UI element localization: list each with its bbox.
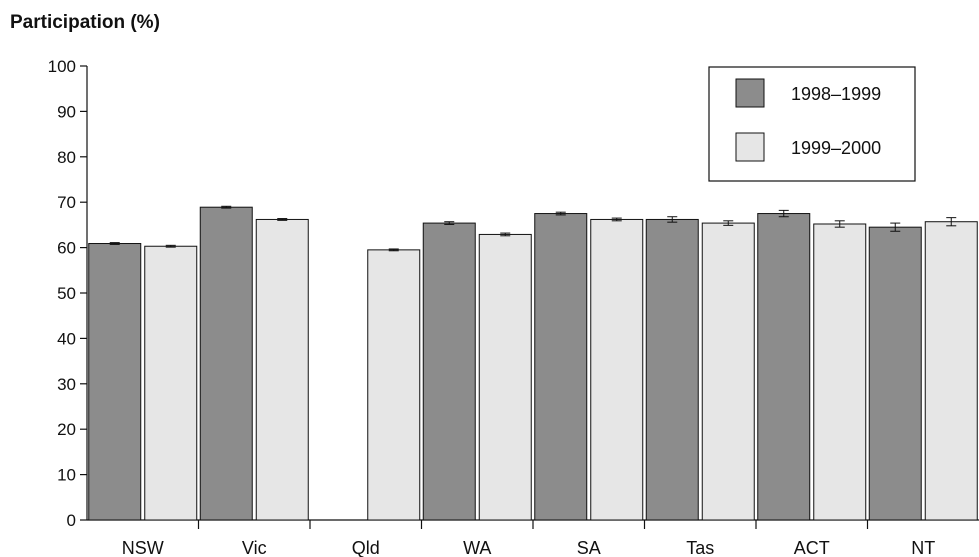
y-tick-label: 60 — [57, 239, 76, 258]
y-tick-label: 100 — [48, 57, 76, 76]
bar — [144, 245, 198, 521]
x-tick-label: Tas — [686, 538, 714, 557]
bar — [813, 223, 867, 521]
bar — [868, 226, 922, 521]
bar — [701, 222, 755, 521]
y-tick-label: 40 — [57, 329, 76, 348]
y-tick-label: 50 — [57, 284, 76, 303]
legend-label: 1999–2000 — [791, 138, 881, 158]
x-tick-label: WA — [463, 538, 491, 557]
y-tick-label: 30 — [57, 375, 76, 394]
y-tick-label: 70 — [57, 193, 76, 212]
y-tick-label: 0 — [67, 511, 76, 530]
y-tick-label: 10 — [57, 466, 76, 485]
bar — [478, 233, 532, 521]
legend-label: 1998–1999 — [791, 84, 881, 104]
bar — [255, 218, 309, 521]
bar — [590, 218, 644, 521]
bar — [367, 249, 421, 521]
bar — [534, 213, 588, 521]
legend-swatch — [735, 132, 765, 162]
bar — [757, 213, 811, 521]
bar — [199, 206, 253, 521]
x-tick-label: NT — [911, 538, 935, 557]
x-tick-label: SA — [577, 538, 601, 557]
y-tick-label: 20 — [57, 420, 76, 439]
x-tick-label: Vic — [242, 538, 267, 557]
y-tick-label: 90 — [57, 102, 76, 121]
x-tick-label: ACT — [794, 538, 830, 557]
bar — [422, 222, 476, 521]
legend-swatch — [735, 78, 765, 108]
y-tick-label: 80 — [57, 148, 76, 167]
y-axis-title: Participation (%) — [10, 12, 160, 33]
x-tick-label: Qld — [352, 538, 380, 557]
bar — [924, 221, 978, 521]
bar — [88, 243, 142, 521]
bar — [645, 218, 699, 521]
x-tick-label: NSW — [122, 538, 164, 557]
